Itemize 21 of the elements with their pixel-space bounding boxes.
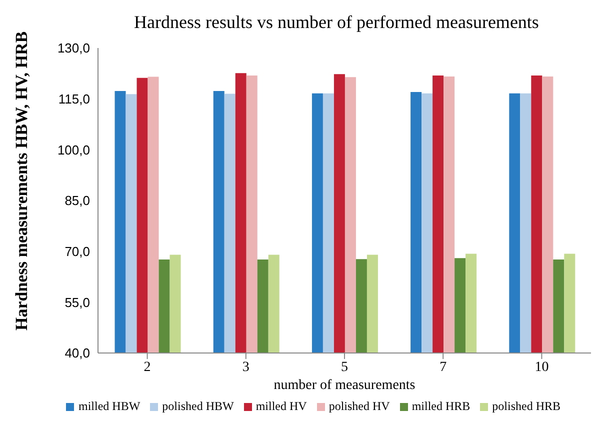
x-axis-title: number of measurements bbox=[274, 378, 416, 393]
y-axis-title: Hardness measurements HBW, HV, HRB bbox=[12, 31, 32, 330]
y-tick-label: 55,0 bbox=[64, 294, 90, 310]
legend-label: milled HV bbox=[256, 399, 307, 413]
y-tick-label: 115,0 bbox=[58, 91, 90, 106]
y-tick-label: 130,0 bbox=[57, 40, 90, 56]
x-tick-label: 5 bbox=[341, 360, 348, 375]
x-tick-label: 10 bbox=[534, 360, 549, 375]
legend-label: polished HBW bbox=[162, 399, 234, 413]
legend-label: milled HRB bbox=[412, 399, 470, 413]
legend-label: polished HRB bbox=[492, 399, 561, 413]
chart-title: Hardness results vs number of performed measurements bbox=[133, 12, 540, 33]
x-tick-label: 2 bbox=[144, 360, 151, 375]
x-tick-label: 3 bbox=[242, 360, 250, 375]
y-tick-label: 85,0 bbox=[64, 193, 90, 208]
y-tick-label: 70,0 bbox=[64, 244, 90, 259]
y-tick-label: 40,0 bbox=[64, 346, 90, 361]
x-tick-label: 7 bbox=[440, 360, 447, 375]
legend-label: milled HBW bbox=[78, 399, 140, 413]
y-tick-label: 100,0 bbox=[57, 142, 90, 158]
legend-label: polished HV bbox=[328, 399, 390, 413]
